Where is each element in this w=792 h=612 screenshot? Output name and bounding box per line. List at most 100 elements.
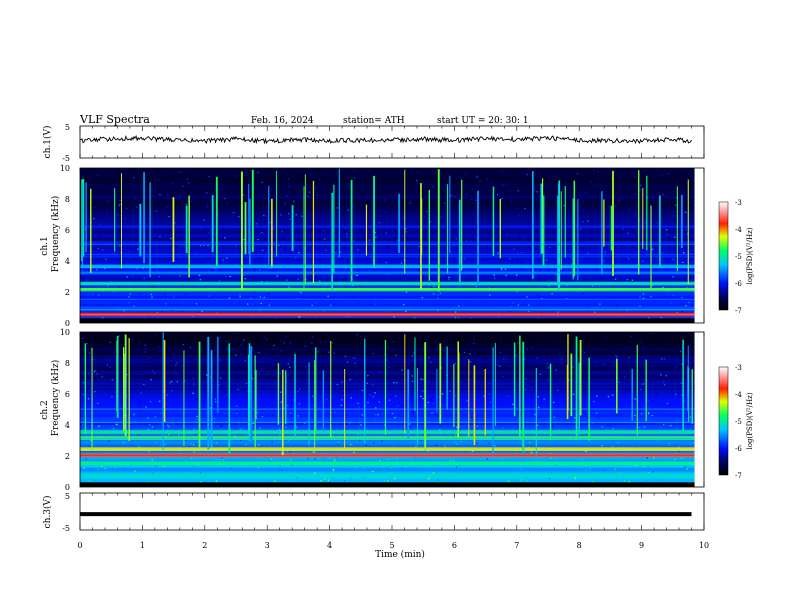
ch1-ytick-bottom: -5 (62, 154, 70, 163)
spectrogram-speckle (276, 359, 278, 361)
spectrogram-speckle (626, 381, 628, 383)
spectrogram-speckle (641, 346, 644, 348)
spectrogram-speckle (426, 353, 428, 355)
spectrogram-speckle (266, 280, 268, 283)
spectrogram-speckle (82, 382, 85, 384)
spectrogram-speckle (211, 179, 213, 182)
spectrogram-speckle (240, 428, 242, 430)
spectrogram-speckle (190, 354, 192, 357)
spectrogram-speckle (112, 181, 114, 183)
spectrogram-speckle (324, 341, 326, 343)
spectrogram-speckle (260, 369, 262, 371)
spectrogram-speckle (203, 245, 205, 247)
spectrogram-speckle (503, 358, 505, 360)
spectrogram-speckle (487, 350, 490, 352)
spectrogram-speckle (615, 424, 617, 426)
spectrogram-speckle (367, 316, 369, 318)
spectrogram-speckle (258, 237, 260, 239)
spectrogram-speckle (517, 412, 520, 414)
spectrogram-speckle (140, 392, 142, 394)
spectrogram-speckle (331, 342, 334, 344)
spectrogram-speckle (431, 185, 434, 188)
spectrogram-speckle (585, 413, 587, 415)
spectrogram-speckle (492, 172, 495, 174)
spectrogram-speckle (168, 215, 171, 217)
spectrogram-speckle (166, 394, 168, 396)
spectrogram-speckle (561, 423, 564, 426)
spectrogram-speckle (582, 200, 585, 203)
spectrogram-speckle (304, 333, 307, 335)
spectrogram-speckle (83, 467, 85, 469)
spectrogram-speckle (203, 219, 205, 221)
spectrogram-speckle (680, 457, 683, 459)
spectrogram-speckle (251, 337, 254, 339)
spectrogram-speckle (479, 340, 482, 342)
spectrogram-speckle (571, 263, 573, 265)
spectrogram-speckle (195, 191, 197, 193)
spectrogram-speckle (507, 276, 510, 278)
spectrogram-speckle (178, 174, 181, 176)
spectrogram-speckle (242, 194, 245, 196)
spectrogram-sferic (198, 341, 201, 448)
spectrogram-row (80, 214, 695, 219)
spectrogram-speckle (688, 301, 690, 303)
spectrogram-speckle (206, 297, 208, 300)
spectrogram-speckle (467, 343, 469, 345)
spectrogram-speckle (454, 434, 457, 436)
spectrogram-speckle (536, 372, 538, 375)
spectrogram-sferic (139, 203, 142, 257)
ch1-voltage-ylabel: ch.1(V) (42, 126, 53, 159)
spectrogram-sferic (124, 334, 127, 437)
spectrogram-speckle (159, 236, 161, 238)
spectrogram-speckle (170, 238, 172, 240)
spectrogram-speckle (448, 276, 450, 279)
spectrogram-speckle (353, 172, 355, 174)
spectrogram-row (80, 351, 695, 356)
spectrogram-speckle (365, 444, 368, 446)
spectrogram-sferic (492, 347, 494, 454)
spectrogram-speckle (171, 390, 173, 392)
ch2-cbar-tick-5: -5 (735, 418, 742, 426)
spectrogram-speckle (247, 456, 249, 458)
spectrogram-speckle (424, 247, 426, 249)
spectrogram-speckle (643, 383, 645, 385)
spectrogram-speckle (469, 361, 472, 363)
spectrogram-speckle (139, 183, 142, 185)
spectrogram-speckle (283, 407, 286, 410)
spectrogram-speckle (388, 361, 390, 363)
spectrogram-speckle (455, 238, 457, 240)
spectrogram-speckle (357, 348, 360, 350)
spectrogram-speckle (355, 467, 358, 469)
spectrogram-speckle (99, 336, 101, 339)
spectrogram-row (80, 370, 695, 376)
spectrogram-speckle (441, 415, 443, 418)
spectrogram-speckle (309, 393, 311, 395)
spectrogram-sferic (687, 366, 689, 411)
spectrogram-band (80, 289, 695, 291)
spectrogram-speckle (476, 425, 478, 427)
spectrogram-speckle (287, 179, 289, 181)
spectrogram-speckle (289, 342, 291, 344)
spectrogram-speckle (356, 274, 359, 277)
spectrogram-speckle (645, 221, 647, 223)
spectrogram-speckle (154, 212, 157, 214)
spectrogram-speckle (336, 383, 339, 386)
spectrogram-speckle (328, 184, 331, 186)
spectrogram-speckle (656, 207, 659, 209)
spectrogram-speckle (684, 229, 687, 231)
spectrogram-speckle (639, 184, 642, 187)
spectrogram-row (80, 226, 695, 231)
spectrogram-speckle (96, 373, 98, 375)
spectrogram-speckle (309, 309, 311, 311)
spectrogram-speckle (500, 460, 503, 462)
spectrogram-speckle (280, 349, 283, 352)
spectrogram-speckle (616, 401, 619, 404)
spectrogram-speckle (121, 354, 124, 357)
spectrogram-speckle (180, 234, 182, 236)
spectrogram-speckle (443, 471, 446, 473)
spectrogram-speckle (220, 336, 222, 338)
ch1-cbar-tick-4: -4 (735, 226, 742, 234)
spectrogram-speckle (354, 362, 356, 364)
spectrogram-sferic (291, 205, 294, 251)
spectrogram-speckle (130, 316, 132, 318)
